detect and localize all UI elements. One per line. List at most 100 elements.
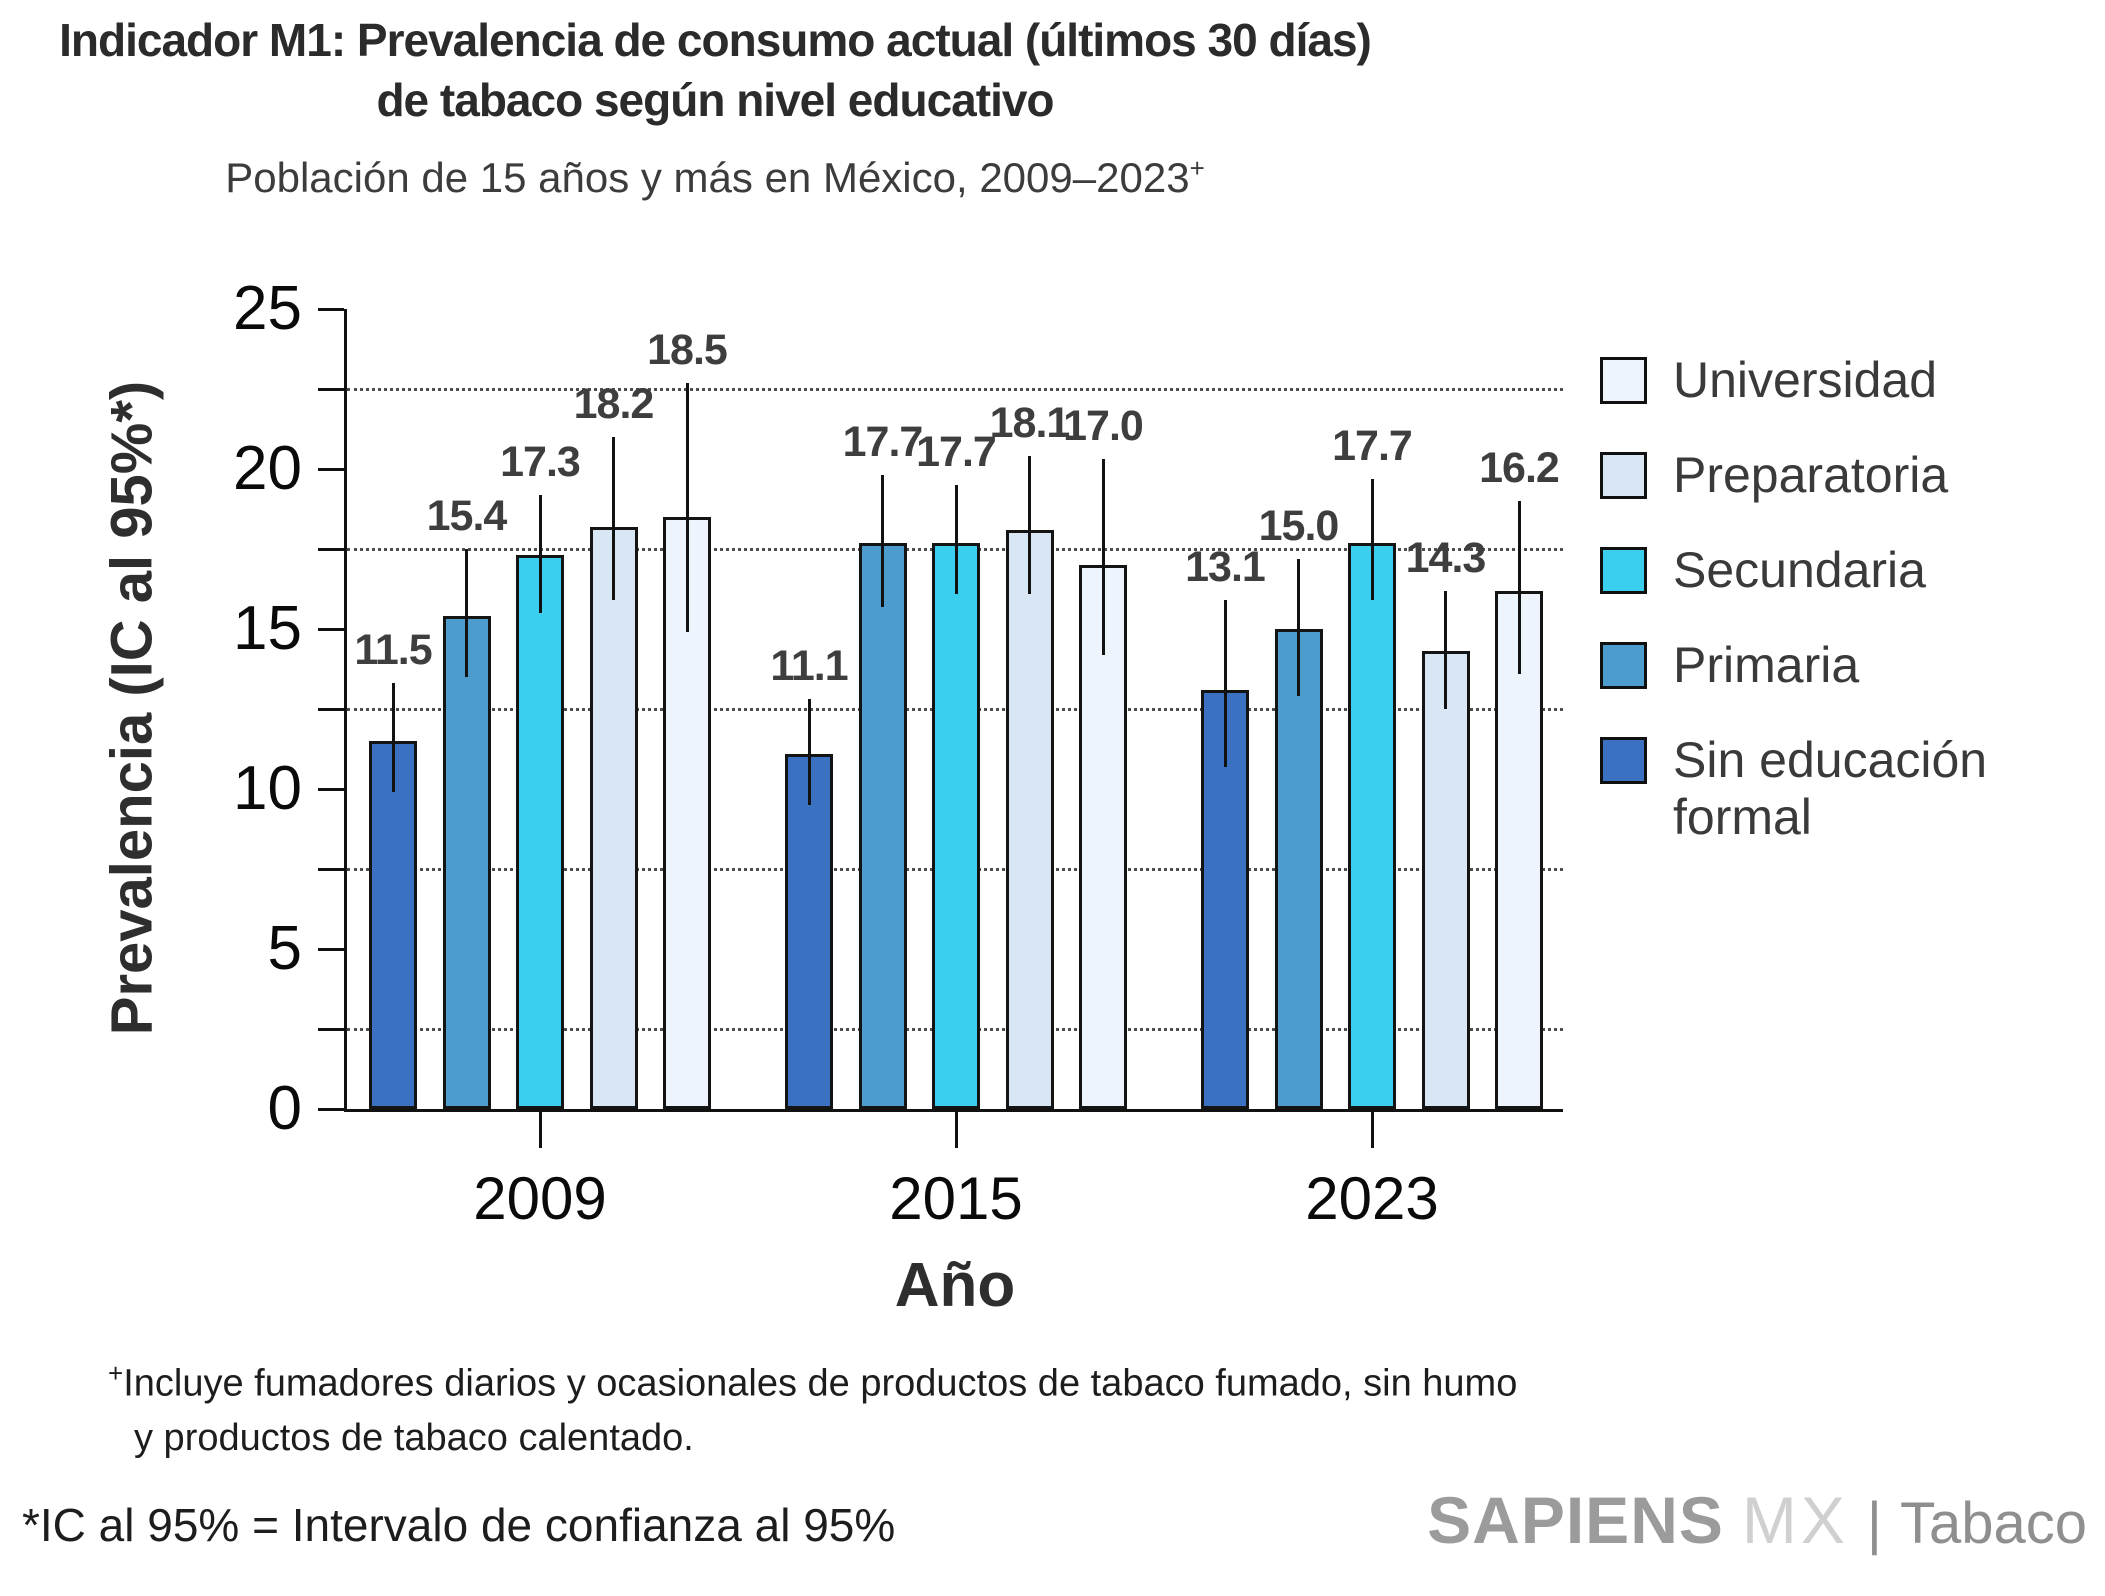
legend-label-secundaria: Secundaria <box>1673 542 1926 598</box>
legend-swatch-secundaria <box>1600 547 1647 594</box>
brand-logo: SAPIENS MX | Tabaco <box>1427 1482 2087 1558</box>
value-label-preparatoria-2023: 14.3 <box>1405 533 1487 582</box>
error-bar-preparatoria-2023 <box>1444 590 1447 709</box>
bar-primaria-2015 <box>858 542 907 1109</box>
y-tick-label-25: 25 <box>233 274 302 343</box>
value-label-primaria-2023: 15.0 <box>1258 501 1340 550</box>
bar-universidad-2015 <box>1079 565 1127 1109</box>
error-bar-universidad-2023 <box>1517 501 1521 674</box>
legend-label-primaria: Primaria <box>1673 637 1860 693</box>
value-label-preparatoria-2015: 18.1 <box>989 399 1071 448</box>
x-axis-line <box>344 1109 1563 1112</box>
error-bar-secundaria-2015 <box>954 485 958 594</box>
subtitle-text: Población de 15 años y más en México, 20… <box>225 154 1190 201</box>
y-tick-25 <box>318 307 344 311</box>
value-label-universidad-2009: 18.5 <box>647 325 728 374</box>
y-tick-label-20: 20 <box>233 434 302 503</box>
value-label-universidad-2023: 16.2 <box>1479 444 1560 492</box>
y-tick-5 <box>318 947 344 951</box>
legend-swatch-sin-educacion-formal <box>1600 737 1647 784</box>
legend-item-primaria: Primaria <box>1600 637 1859 694</box>
error-bar-universidad-2009 <box>685 382 689 633</box>
error-bar-universidad-2015 <box>1101 459 1105 655</box>
y-tick-label-5: 5 <box>267 914 302 983</box>
brand-sapiens: SAPIENS <box>1427 1483 1724 1557</box>
error-bar-preparatoria-2015 <box>1028 456 1031 594</box>
error-bar-sin-educacion-formal-2023 <box>1223 600 1227 767</box>
bar-secundaria-2015 <box>932 542 980 1109</box>
x-tick-2015 <box>954 1112 958 1148</box>
bar-sin-educacion-formal-2015 <box>785 753 833 1109</box>
y-tick-22.5 <box>318 387 344 391</box>
value-label-secundaria-2015: 17.7 <box>916 428 997 476</box>
y-tick-10 <box>318 787 344 791</box>
plot-area: 11.5 15.4 17.3 18.2 18.5 11.1 17.7 17.7 18.1 17.0… <box>233 275 1563 1231</box>
brand-separator: | <box>1866 1491 1882 1556</box>
bar-preparatoria-2015 <box>1005 529 1054 1109</box>
value-label-preparatoria-2009: 18.2 <box>573 380 655 428</box>
y-tick-label-10: 10 <box>233 754 302 823</box>
bar-preparatoria-2023 <box>1421 651 1470 1109</box>
x-tick-2023 <box>1370 1112 1374 1148</box>
error-bar-primaria-2009 <box>465 549 468 677</box>
title-block: Indicador M1: Prevalencia de consumo act… <box>0 10 1430 204</box>
y-tick-20 <box>318 467 344 471</box>
legend-label-universidad: Universidad <box>1673 352 1938 408</box>
subtitle-superscript: + <box>1189 153 1205 183</box>
legend-label-preparatoria: Preparatoria <box>1673 447 1949 503</box>
bar-universidad-2023 <box>1495 590 1543 1109</box>
x-tick-2009 <box>538 1112 542 1148</box>
error-bar-sin-educacion-formal-2009 <box>391 683 395 793</box>
ci-definition-note: *IC al 95% = Intervalo de confianza al 9… <box>22 1499 896 1551</box>
brand-mx: MX <box>1741 1483 1849 1557</box>
footnote-plus-text: Incluye fumadores diarios y ocasionales … <box>123 1362 1518 1459</box>
bar-secundaria-2009 <box>516 555 564 1109</box>
brand-product: Tabaco <box>1899 1491 2087 1556</box>
value-label-secundaria-2009: 17.3 <box>500 437 581 486</box>
chart-subtitle: Población de 15 años y más en México, 20… <box>0 142 1430 204</box>
value-label-sin-educacion-formal-2009: 11.5 <box>354 626 432 675</box>
chart-title-line1: Indicador M1: Prevalencia de consumo act… <box>59 14 1372 66</box>
value-label-secundaria-2023: 17.7 <box>1332 421 1413 470</box>
legend-item-universidad: Universidad <box>1600 352 1937 409</box>
y-tick-0 <box>318 1107 344 1111</box>
x-tick-label-2015: 2015 <box>889 1165 1023 1232</box>
legend-swatch-primaria <box>1600 642 1647 689</box>
value-label-sin-educacion-formal-2023: 13.1 <box>1185 543 1266 592</box>
x-axis-title: Año <box>894 1251 1016 1320</box>
bar-preparatoria-2009 <box>589 526 638 1109</box>
x-tick-label-2023: 2023 <box>1305 1165 1439 1232</box>
value-label-primaria-2015: 17.7 <box>842 418 924 467</box>
error-bar-primaria-2015 <box>881 475 884 607</box>
y-tick-2.5 <box>318 1027 344 1031</box>
legend-swatch-universidad <box>1600 357 1647 404</box>
bar-sin-educacion-formal-2009 <box>369 741 417 1109</box>
bar-primaria-2023 <box>1274 629 1323 1109</box>
error-bar-secundaria-2009 <box>538 494 542 613</box>
error-bar-preparatoria-2009 <box>612 437 615 601</box>
error-bar-secundaria-2023 <box>1370 478 1374 601</box>
legend: Universidad Preparatoria Secundaria Primari… <box>1600 0 2105 900</box>
y-tick-15 <box>318 627 344 631</box>
y-axis-line <box>344 309 347 1112</box>
value-label-sin-educacion-formal-2015: 11.1 <box>770 642 848 691</box>
y-tick-label-0: 0 <box>267 1074 302 1143</box>
gridline-22.5 <box>347 387 1563 391</box>
x-tick-label-2009: 2009 <box>473 1165 607 1232</box>
y-tick-17.5 <box>318 547 344 551</box>
legend-swatch-preparatoria <box>1600 452 1647 499</box>
chart-title-line2: de tabaco según nivel educativo <box>376 74 1054 126</box>
footnote-inclusion: +Incluye fumadores diarios y ocasionales… <box>108 1346 1517 1465</box>
value-label-primaria-2009: 15.4 <box>426 492 508 540</box>
legend-item-preparatoria: Preparatoria <box>1600 447 1948 504</box>
value-label-universidad-2015: 17.0 <box>1063 402 1144 451</box>
y-tick-12.5 <box>318 707 344 711</box>
footnote-plus-superscript: + <box>108 1358 124 1388</box>
legend-item-sin-educacion-formal: Sin educación formal <box>1600 732 1987 846</box>
y-tick-label-15: 15 <box>233 594 302 663</box>
error-bar-primaria-2023 <box>1297 558 1300 697</box>
legend-item-secundaria: Secundaria <box>1600 542 1926 599</box>
legend-label-sin-educacion-formal: Sin educación formal <box>1673 732 1988 845</box>
bar-secundaria-2023 <box>1348 542 1396 1109</box>
